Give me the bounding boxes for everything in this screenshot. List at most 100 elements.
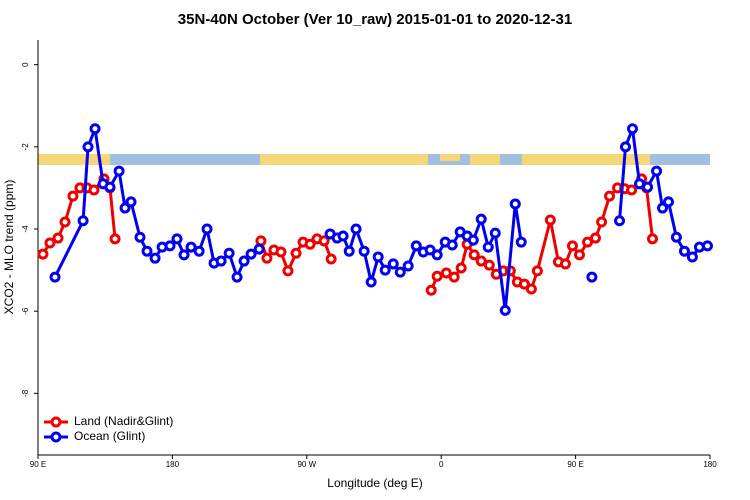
point: [468, 249, 480, 261]
point: [238, 255, 250, 267]
x-axis-label: Longitude (deg E): [327, 476, 422, 490]
point: [515, 236, 527, 248]
x-tick-label: 90 E: [567, 460, 583, 469]
point: [603, 190, 615, 202]
point: [455, 262, 467, 274]
point: [37, 248, 49, 260]
legend-marker: [50, 431, 62, 443]
point: [614, 215, 626, 227]
point: [586, 271, 598, 283]
chart-title: 35N-40N October (Ver 10_raw) 2015-01-01 …: [178, 11, 572, 28]
point: [387, 258, 399, 270]
point: [544, 214, 556, 226]
y-tick-label: -2: [21, 143, 30, 151]
point: [619, 141, 631, 153]
point: [109, 233, 121, 245]
y-tick-label: 0: [21, 62, 30, 67]
point: [245, 248, 257, 260]
point: [475, 255, 487, 267]
legend-label: Ocean (Glint): [74, 429, 145, 443]
point: [402, 260, 414, 272]
point: [518, 278, 530, 290]
point: [394, 266, 406, 278]
x-tick-label: 180: [166, 460, 180, 469]
point: [531, 265, 543, 277]
point: [318, 235, 330, 247]
point: [489, 227, 501, 239]
point: [275, 246, 287, 258]
point: [201, 223, 213, 235]
point: [573, 249, 585, 261]
land-ocean-mask: [38, 154, 710, 165]
point: [253, 243, 265, 255]
point: [440, 267, 452, 279]
point: [337, 230, 349, 242]
point: [582, 236, 594, 248]
point: [483, 259, 495, 271]
point: [304, 238, 316, 250]
point: [358, 245, 370, 257]
point: [626, 123, 638, 135]
point: [134, 231, 146, 243]
point: [596, 216, 608, 228]
y-tick-label: -8: [21, 389, 30, 397]
point: [178, 249, 190, 261]
x-tick-label: 90 W: [297, 460, 316, 469]
point: [379, 264, 391, 276]
point: [482, 241, 494, 253]
point: [657, 202, 669, 214]
point: [566, 240, 578, 252]
point: [88, 184, 100, 196]
point: [662, 196, 674, 208]
point: [678, 245, 690, 257]
point: [149, 252, 161, 264]
point: [701, 240, 713, 252]
point: [448, 271, 460, 283]
point: [467, 234, 479, 246]
point: [223, 247, 235, 259]
point: [509, 198, 521, 210]
point: [424, 244, 436, 256]
point: [642, 181, 654, 193]
point: [499, 304, 511, 316]
point: [372, 251, 384, 263]
x-tick-label: 180: [703, 460, 717, 469]
point: [261, 252, 273, 264]
point: [82, 141, 94, 153]
legend-marker: [50, 416, 62, 428]
x-tick-label: 0: [439, 460, 444, 469]
point: [113, 165, 125, 177]
point: [647, 233, 659, 245]
point: [67, 190, 79, 202]
x-tick-label: 90 E: [30, 460, 46, 469]
point: [686, 251, 698, 263]
point: [77, 215, 89, 227]
point: [425, 284, 437, 296]
point: [104, 181, 116, 193]
point: [365, 276, 377, 288]
point: [49, 271, 61, 283]
point: [626, 184, 638, 196]
point: [164, 240, 176, 252]
point: [141, 245, 153, 257]
point: [255, 235, 267, 247]
point: [431, 249, 443, 261]
point: [59, 216, 71, 228]
point: [125, 196, 137, 208]
y-axis-label: XCO2 - MLO trend (ppm): [2, 180, 16, 315]
point: [670, 231, 682, 243]
point: [475, 213, 487, 225]
point: [343, 245, 355, 257]
point: [52, 232, 64, 244]
point: [231, 271, 243, 283]
point: [589, 232, 601, 244]
point: [350, 223, 362, 235]
point: [325, 253, 337, 265]
point: [446, 239, 458, 251]
point: [44, 237, 56, 249]
point: [651, 165, 663, 177]
point: [119, 202, 131, 214]
point: [185, 241, 197, 253]
point: [215, 255, 227, 267]
